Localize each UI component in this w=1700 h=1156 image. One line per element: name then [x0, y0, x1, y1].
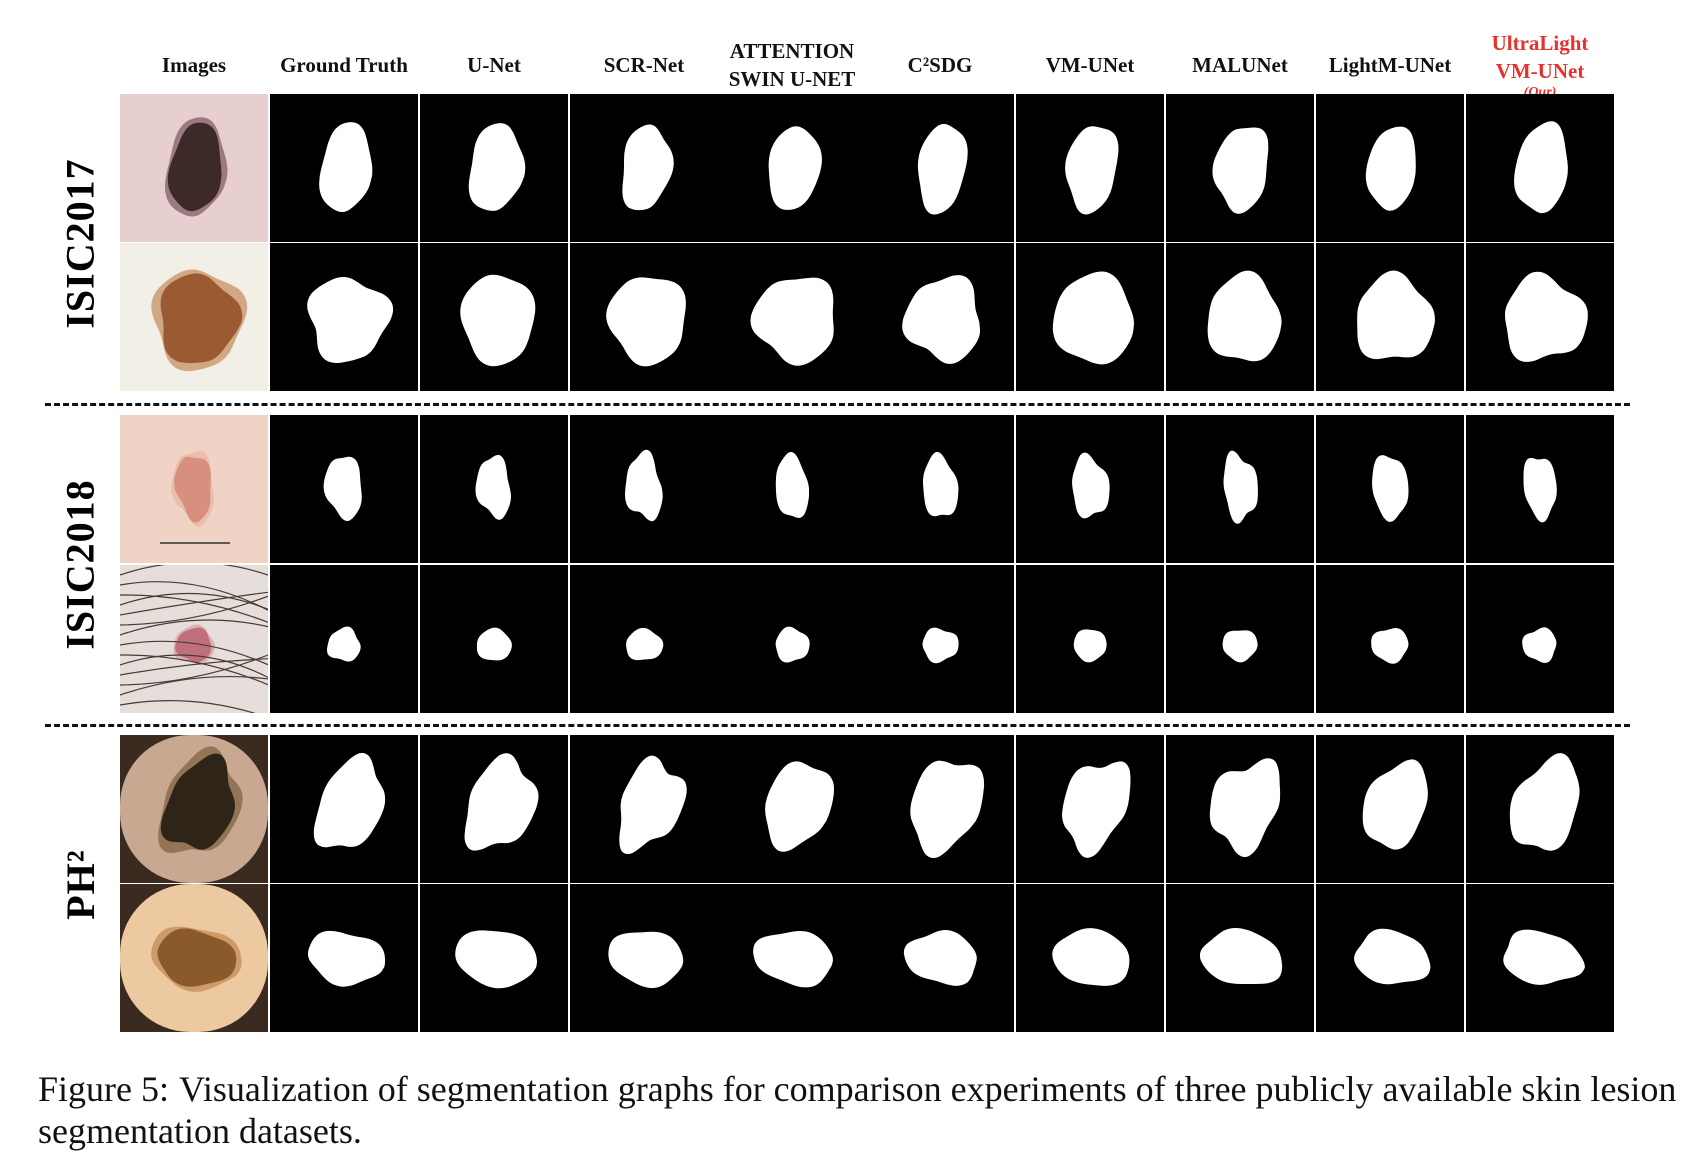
dermoscopy-image: [120, 415, 268, 563]
dermoscopy-image: [120, 243, 268, 391]
segmentation-mask: [270, 565, 418, 713]
segmentation-mask: [1016, 94, 1164, 242]
segmentation-mask: [570, 884, 718, 1032]
segmentation-mask: [1166, 735, 1314, 883]
column-header-line: ATTENTION: [729, 39, 855, 63]
segmentation-mask: [420, 94, 568, 242]
segmentation-mask: [718, 243, 866, 391]
segmentation-mask: [420, 735, 568, 883]
segmentation-mask: [270, 243, 418, 391]
segmentation-mask: [718, 735, 866, 883]
column-header-line: VM-UNet: [1045, 53, 1135, 77]
segmentation-mask: [1016, 565, 1164, 713]
caption-text: Visualization of segmentation graphs for…: [38, 1069, 1677, 1151]
column-header-1: Ground Truth: [269, 30, 419, 100]
segmentation-mask: [1466, 415, 1614, 563]
column-header-3: SCR-Net: [569, 30, 719, 100]
column-header-line: SWIN U-NET: [728, 67, 856, 91]
segmentation-mask: [420, 884, 568, 1032]
segmentation-mask: [1166, 415, 1314, 563]
segmentation-mask: [866, 735, 1014, 883]
segmentation-mask: [1166, 884, 1314, 1032]
dataset-label-text: ISIC2018: [57, 478, 103, 650]
dataset-label-text: ISIC2017: [57, 157, 103, 329]
segmentation-mask: [270, 735, 418, 883]
segmentation-mask: [1316, 565, 1464, 713]
segmentation-mask: [718, 884, 866, 1032]
segmentation-mask: [718, 565, 866, 713]
segmentation-mask: [1316, 415, 1464, 563]
dermoscopy-image: [120, 565, 268, 713]
segmentation-mask: [1016, 735, 1164, 883]
segmentation-mask: [570, 94, 718, 242]
segmentation-mask: [718, 415, 866, 563]
segmentation-mask: [570, 415, 718, 563]
segmentation-mask: [1466, 884, 1614, 1032]
dermoscopy-image: [120, 884, 268, 1032]
column-header-5: C²SDG: [865, 30, 1015, 100]
column-header-line: C²SDG: [907, 53, 973, 77]
dataset-label-2: PH²: [30, 735, 130, 1033]
segmentation-mask: [1316, 94, 1464, 242]
segmentation-mask: [570, 565, 718, 713]
segmentation-mask: [570, 243, 718, 391]
segmentation-mask: [270, 94, 418, 242]
column-header-line: LightM-UNet: [1328, 53, 1452, 77]
segmentation-mask: [420, 415, 568, 563]
segmentation-mask: [1016, 884, 1164, 1032]
segmentation-mask: [1316, 884, 1464, 1032]
column-header-line: Ground Truth: [280, 53, 408, 77]
segmentation-mask: [1016, 243, 1164, 391]
segmentation-mask: [1016, 415, 1164, 563]
column-header-line: MALUNet: [1192, 53, 1288, 77]
segmentation-mask: [1466, 735, 1614, 883]
dermoscopy-image: [120, 94, 268, 242]
segmentation-mask: [420, 243, 568, 391]
segmentation-mask: [270, 415, 418, 563]
segmentation-mask: [866, 884, 1014, 1032]
segmentation-mask: [1466, 94, 1614, 242]
column-header-4: ATTENTION SWIN U-NET: [717, 30, 867, 100]
dataset-label-text: PH²: [57, 848, 103, 920]
caption-label: Figure 5:: [38, 1069, 169, 1109]
segmentation-mask: [1166, 94, 1314, 242]
column-header-2: U-Net: [419, 30, 569, 100]
segmentation-mask: [570, 735, 718, 883]
segmentation-mask: [1316, 243, 1464, 391]
dermoscopy-image: [120, 735, 268, 883]
segmentation-mask: [1166, 243, 1314, 391]
segmentation-mask: [1466, 243, 1614, 391]
segmentation-mask: [866, 565, 1014, 713]
column-header-line: Images: [161, 53, 227, 77]
column-header-7: MALUNet: [1165, 30, 1315, 100]
segmentation-mask: [866, 243, 1014, 391]
segmentation-mask: [1166, 565, 1314, 713]
dataset-separator: [45, 403, 1630, 406]
segmentation-mask: [866, 415, 1014, 563]
column-header-9: UltraLight VM-UNet (Our): [1465, 30, 1615, 100]
dataset-label-0: ISIC2017: [30, 94, 130, 392]
column-header-line: U-Net: [467, 53, 521, 77]
column-header-0: Images: [119, 30, 269, 100]
column-header-line: VM-UNet: [1495, 59, 1585, 83]
column-header-line: UltraLight: [1491, 31, 1589, 55]
segmentation-mask: [420, 565, 568, 713]
segmentation-mask: [1316, 735, 1464, 883]
dataset-separator: [45, 724, 1630, 727]
segmentation-mask: [866, 94, 1014, 242]
column-header-6: VM-UNet: [1015, 30, 1165, 100]
dataset-label-1: ISIC2018: [30, 415, 130, 713]
figure-caption: Figure 5: Visualization of segmentation g…: [38, 1068, 1678, 1152]
column-header-8: LightM-UNet: [1315, 30, 1465, 100]
segmentation-mask: [270, 884, 418, 1032]
column-header-line: SCR-Net: [603, 53, 685, 77]
segmentation-mask: [1466, 565, 1614, 713]
segmentation-mask: [718, 94, 866, 242]
